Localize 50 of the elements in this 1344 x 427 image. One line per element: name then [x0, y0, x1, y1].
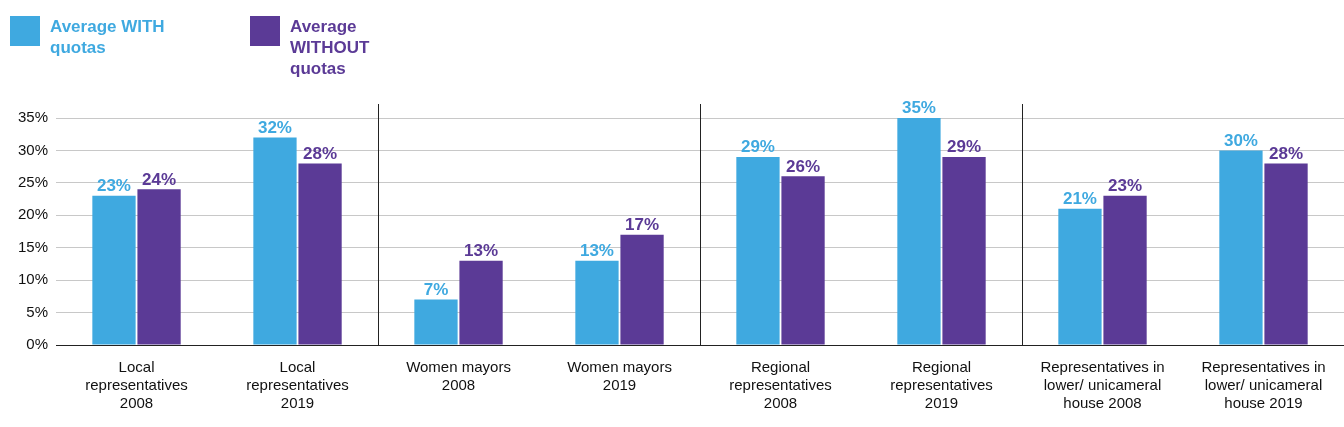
- bar: [1219, 150, 1263, 345]
- bar: [897, 118, 941, 345]
- bar: [137, 189, 181, 345]
- data-label: 32%: [257, 117, 292, 137]
- data-label: 29%: [740, 137, 775, 157]
- bar: [942, 156, 986, 345]
- x-tick-label: Local representatives 2019: [246, 358, 349, 412]
- bar: [92, 195, 136, 345]
- data-label: 17%: [625, 214, 660, 234]
- data-label: 35%: [901, 98, 936, 118]
- y-tick-label: 25%: [17, 173, 49, 190]
- bar: [620, 234, 664, 345]
- legend-label: Average WITH quotas: [50, 16, 166, 58]
- data-label: 21%: [1062, 188, 1097, 208]
- data-label: 28%: [1269, 143, 1304, 163]
- bar: [781, 176, 825, 345]
- y-tick-label: 35%: [17, 108, 49, 126]
- y-tick-label: 15%: [17, 237, 49, 255]
- data-label: 30%: [1223, 130, 1258, 150]
- data-label: 28%: [303, 143, 338, 163]
- data-label: 29%: [947, 137, 982, 157]
- legend-label: Average WITHOUT quotas: [290, 16, 371, 79]
- y-tick-label: 20%: [17, 205, 49, 223]
- bar: [736, 156, 780, 345]
- data-label: 23%: [1108, 176, 1143, 196]
- x-tick-label: Local representatives 2008: [85, 358, 188, 412]
- bar: [1058, 208, 1102, 345]
- bar: [414, 299, 458, 345]
- data-label: 24%: [142, 169, 177, 189]
- x-tick-label: Representatives in lower/ unicameral house 2019: [1201, 358, 1326, 412]
- bar: [575, 260, 619, 345]
- bar: [459, 260, 503, 345]
- y-tick-label: 10%: [17, 270, 49, 288]
- bar: [1103, 195, 1147, 345]
- data-label: 23%: [96, 176, 131, 196]
- data-label: 13%: [579, 240, 614, 260]
- bar: [1264, 163, 1308, 345]
- y-tick-label: 0%: [26, 335, 49, 353]
- y-tick-label: 30%: [17, 140, 49, 158]
- bar: [253, 137, 297, 345]
- x-tick-label: Regional representatives 2019: [890, 358, 993, 412]
- x-tick-label: Women mayors 2019: [567, 358, 672, 394]
- data-label: 7%: [423, 279, 449, 299]
- y-tick-label: 5%: [26, 302, 49, 320]
- x-tick-label: Women mayors 2008: [406, 358, 511, 394]
- data-label: 26%: [786, 156, 821, 176]
- x-tick-label: Regional representatives 2008: [729, 358, 832, 412]
- data-label: 13%: [464, 240, 499, 260]
- bar: [298, 163, 342, 345]
- x-tick-label: Representatives in lower/ unicameral house 2008: [1040, 358, 1165, 412]
